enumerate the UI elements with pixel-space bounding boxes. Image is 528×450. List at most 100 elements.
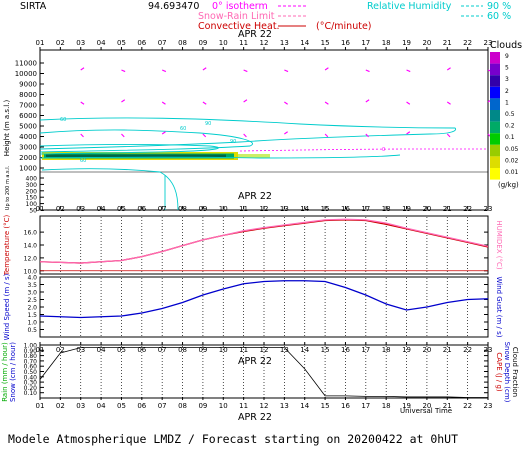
y-tick-label: 4.0 [27,275,37,282]
wind-barb [406,131,411,135]
rh-contour-label: 60 [60,117,66,123]
hour-tick-label: 17 [361,402,370,410]
hour-tick-label: 17 [361,39,370,47]
hour-axis-mid: 0102030405060708091011121314151617181920… [36,205,493,213]
wind-barb [365,133,369,138]
cloud-scale-label: 9 [505,53,509,60]
rh-legend: Relative Humidity [367,1,452,12]
y-tick-label: 14.0 [24,243,38,250]
y-tick-label: 0.60 [24,364,38,371]
cloud-scale-swatch [490,168,500,180]
height-panel: 1100010000900080007000600050004000300020… [15,60,492,215]
hour-tick-label: 13 [280,402,289,410]
hour-tick-label: 08 [178,402,187,410]
height-tick-label-low: 150 [26,195,38,202]
height-tick-label: 5000 [19,123,37,131]
height-tick-label: 6000 [19,112,37,120]
rh-contour [39,129,253,153]
wind-barb [284,69,289,73]
cloud-scale-swatch [490,52,500,64]
y-tick-label: 1.00 [24,343,38,350]
wind-barb [243,133,247,138]
series-line [39,347,488,398]
hour-tick-label: 07 [158,39,167,47]
wind-barb [161,131,166,135]
hour-tick-label: 03 [76,402,85,410]
cloud-scale-label: 3 [505,76,509,83]
date-lower: APR 22 [238,356,272,367]
cloud-scale-label: 0.02 [505,157,519,164]
station-label: SIRTA [20,1,47,12]
height-tick-label: 2000 [19,154,37,162]
hour-axis-top: 01 02 03 04 05 06 07 08 09 10 11 12 13 14 15 16 17 18 19 20… [36,39,492,50]
wind-barb [202,67,207,71]
y-tick-label: 10.0 [24,268,38,275]
y-tick-label: 0.50 [24,369,38,376]
snow-legend: Snow-Rain Limit [198,11,275,22]
cloud-scale-label: 0.05 [505,146,519,153]
date-bottom: APR 22 [238,412,272,423]
wind-barb [284,101,288,105]
rh-contour-label: 90 [205,121,211,127]
hour-tick-label: 23 [484,402,493,410]
cloud-scale-label: 5 [505,65,509,72]
hour-tick-label: 13 [280,39,289,47]
hour-tick-label: 14 [300,39,309,47]
hour-tick-label: 22 [463,402,472,410]
cloud-scale-swatch [490,121,500,134]
y-tick-label: 2.5 [27,297,37,304]
wind-barb [202,133,207,138]
hour-tick-label: 20 [422,402,431,410]
height-tick-label-low: 50 [29,208,37,215]
y-tick-label: 0.20 [24,385,38,392]
cloud-scale-label: 0.2 [505,123,515,130]
rh-contour [39,144,219,155]
hour-tick-label: 02 [56,39,65,47]
rh-contour [39,117,457,150]
wind-barb [446,67,451,71]
rh-contour [39,154,401,159]
cloud-scale-label: 2 [505,88,509,95]
height-tick-label-low: 200 [26,188,38,195]
wind-barb [243,99,248,103]
hour-tick-label: 12 [260,402,269,410]
y-tick-label: 16.0 [24,230,38,237]
wind-barb [80,67,85,71]
hour-tick-label: 05 [117,402,126,410]
y-tick-label: 12.0 [24,255,38,262]
hour-tick-label: 09 [198,39,207,47]
height-sub-label: Up to 200 m a.s.l. [5,165,11,210]
y-tick-label: 3.0 [27,290,37,297]
hour-tick-label: 06 [137,39,146,47]
hour-tick-label: 06 [137,402,146,410]
cloud-band-tail [238,154,270,158]
y-tick-label: 0.40 [24,374,38,381]
y-tick-label: 2.0 [27,305,37,312]
cloud-scale-swatch [490,133,500,145]
wind-panel-frame [39,276,489,338]
height-axis-label: Height (m a.s.l.) [3,100,11,157]
hour-tick-label: 09 [198,402,207,410]
wind-barb [324,67,329,71]
cloudfraction-panel: 1.000.900.800.700.600.500.400.300.200.10 [24,343,489,398]
hour-tick-label: 08 [178,39,187,47]
wind-barb [202,101,207,105]
cloud-scale-swatch [490,156,500,168]
height-tick-label: 1000 [19,165,37,173]
wind-barb [121,99,126,103]
hour-tick-label: 03 [76,39,85,47]
snowdepth-axis-label: Snow Depth (cm) [503,342,511,403]
rain-axis-label: Rain (mm / hour) [1,342,9,402]
hour-tick-label: 19 [402,402,411,410]
temperature-axis-label: Temperature (°C) [3,215,11,277]
hour-tick-label: 21 [443,402,452,410]
humidex-axis-label: HUMIDEX (°C) [495,220,503,269]
footer-text: Modele Atmospherique LMDZ / Forecast sta… [8,432,458,446]
wind-barb [243,69,248,73]
gust-axis-label: Wind Gust (m / s) [495,276,503,337]
cloud-scale-swatch [490,98,500,110]
cape-axis-label: CAPE (J / g) [495,352,503,392]
cloud-scale-swatch [490,144,500,157]
hour-tick-label: 18 [382,39,391,47]
cloud-scale-swatch [490,75,500,87]
